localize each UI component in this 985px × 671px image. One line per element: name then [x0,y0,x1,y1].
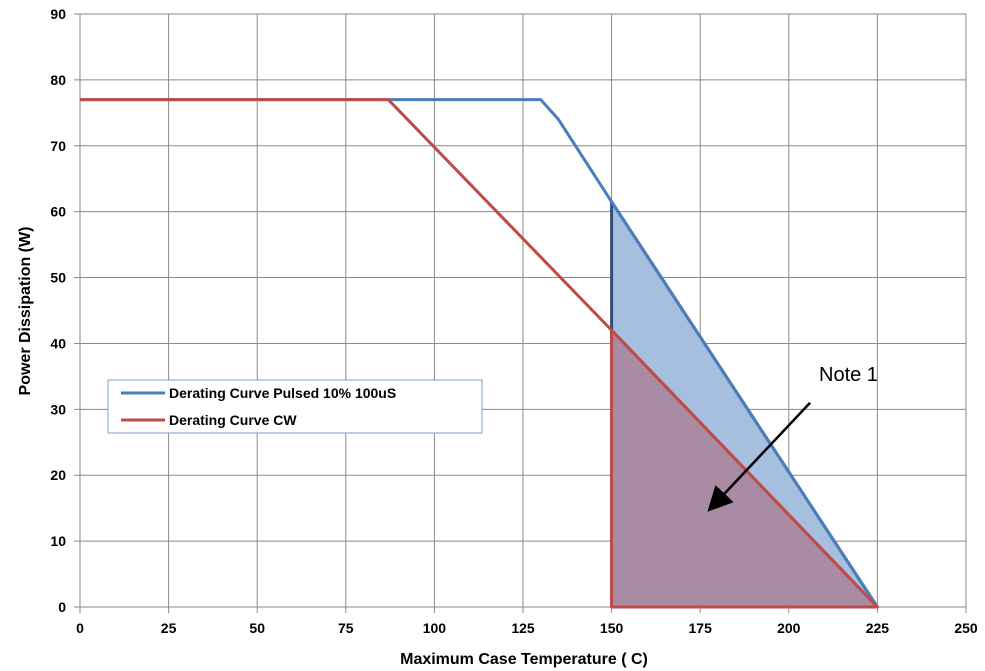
legend-label-cw: Derating Curve CW [169,412,297,428]
x-tick-label: 0 [76,620,84,636]
grid [79,13,967,608]
y-tick-label: 70 [50,138,66,154]
series-line-2 [80,98,879,609]
note-arrow [707,401,811,512]
y-tick-label: 80 [50,72,66,88]
y-tick-label: 10 [50,533,66,549]
annotations: Note 1 [707,364,878,512]
y-tick-label: 90 [50,6,66,22]
y-tick-label: 0 [58,599,66,615]
legend-box [107,379,483,434]
note-1-label: Note 1 [819,364,878,386]
x-tick-label: 150 [600,620,624,636]
x-tick-label: 225 [866,620,890,636]
x-tick-label: 25 [161,620,177,636]
x-tick-label: 250 [954,620,978,636]
x-tick-label: 75 [338,620,354,636]
axes [74,13,967,613]
y-tick-label: 50 [50,270,66,286]
y-axis-title: Power Dissipation (W) [17,227,34,396]
tick-labels: 0 25 50 75 100 125 150 175 200 225 250 0 10 20 30 40 50 6… [50,6,977,636]
x-tick-label: 175 [689,620,713,636]
legend: Derating Curve Pulsed 10% 100uS Derating… [107,379,483,434]
x-tick-label: 125 [511,620,535,636]
x-axis-title: Maximum Case Temperature ( C) [400,651,648,668]
legend-label-pulsed: Derating Curve Pulsed 10% 100uS [169,385,396,401]
x-tick-label: 100 [423,620,447,636]
x-tick-label: 200 [777,620,801,636]
y-tick-label: 30 [50,401,66,417]
series-lines [80,98,879,609]
y-tick-label: 60 [50,204,66,220]
x-tick-label: 50 [249,620,265,636]
y-tick-label: 20 [50,467,66,483]
y-tick-label: 40 [50,335,66,351]
